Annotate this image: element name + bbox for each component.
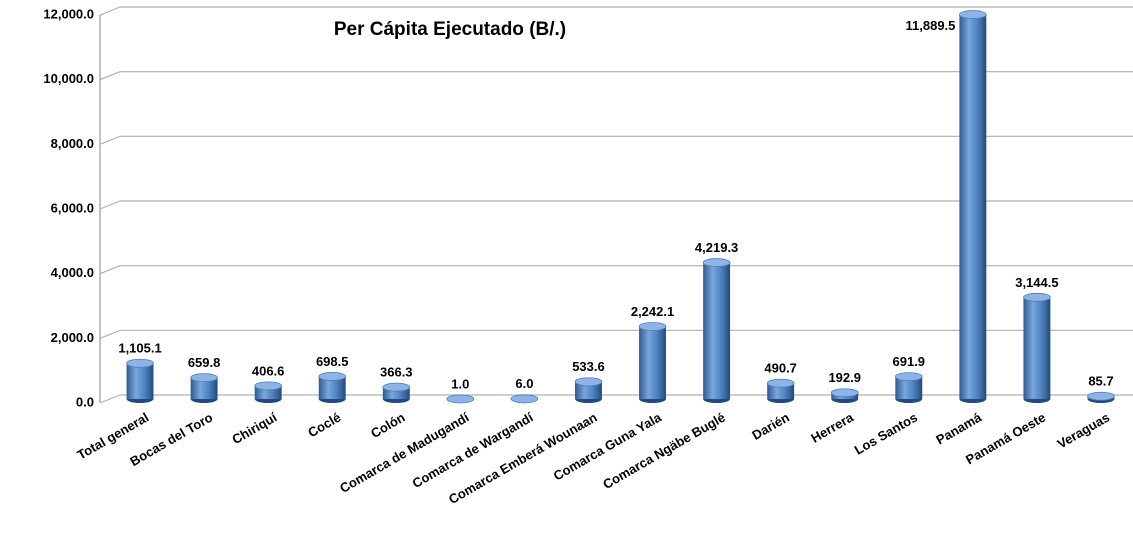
bar-top: [1023, 292, 1051, 302]
y-tick-label: 2,000.0: [51, 330, 94, 345]
x-tick-label: Los Santos: [852, 410, 920, 458]
bar-top: [190, 373, 218, 383]
grid-line: [99, 200, 121, 210]
bar: [767, 383, 795, 399]
bar-top: [702, 258, 731, 267]
bar-top: [1087, 391, 1115, 401]
grid-line: [99, 135, 121, 145]
value-label: 691.9: [893, 354, 926, 369]
bar-top: [254, 381, 283, 391]
bar-top: [766, 378, 795, 388]
y-tick-label: 4,000.0: [51, 265, 94, 280]
bar: [1023, 297, 1051, 399]
x-tick-label: Panamá: [933, 409, 984, 447]
x-tick-label: Herrera: [808, 409, 856, 446]
y-tick-label: 0.0: [76, 394, 94, 409]
x-tick-label: Veraguas: [1055, 410, 1113, 452]
value-label: 1,105.1: [118, 341, 161, 356]
grid-line: [99, 394, 121, 404]
grid-line: [99, 71, 121, 81]
grid-line: [99, 265, 121, 275]
bar-top: [830, 388, 859, 398]
x-tick-label: Coclé: [305, 410, 343, 441]
y-tick-label: 8,000.0: [51, 136, 94, 151]
y-tick-label: 10,000.0: [43, 71, 94, 86]
bar: [126, 363, 154, 399]
bar: [190, 377, 218, 399]
value-label: 11,889.5: [906, 18, 956, 33]
x-tick-label: Comarca Ngäbe Buglé: [600, 410, 728, 492]
value-label: 2,242.1: [631, 304, 674, 319]
bar-top: [958, 10, 987, 19]
bar: [318, 376, 346, 399]
value-label: 3,144.5: [1015, 275, 1058, 290]
x-tick-label: Comarca Guna Yala: [551, 409, 665, 483]
value-label: 6.0: [515, 376, 533, 391]
bar: [639, 326, 666, 399]
value-label: 490.7: [764, 361, 797, 376]
value-label: 85.7: [1088, 374, 1113, 389]
bar-top: [574, 377, 603, 387]
bar: [895, 376, 923, 399]
value-label: 659.8: [188, 355, 221, 370]
x-tick-label: Chiriquí: [229, 409, 279, 447]
y-tick-label: 6,000.0: [51, 200, 94, 215]
bar: [959, 14, 987, 399]
bar-top: [638, 322, 667, 331]
bar-top: [510, 394, 539, 404]
grid-line: [99, 6, 121, 16]
grid-line: [99, 329, 121, 339]
bar: [382, 387, 410, 399]
value-label: 533.6: [572, 359, 605, 374]
bar: [703, 262, 731, 399]
y-tick-label: 12,000.0: [43, 6, 94, 21]
x-tick-label: Colón: [368, 410, 407, 441]
bar-top: [446, 394, 475, 404]
value-label: 366.3: [380, 365, 413, 380]
bar-top: [382, 382, 411, 392]
value-label: 406.6: [252, 363, 285, 378]
value-label: 698.5: [316, 354, 349, 369]
bar-top: [126, 358, 154, 368]
value-label: 192.9: [828, 370, 861, 385]
bar-top: [318, 372, 347, 381]
bar-top: [894, 372, 923, 382]
value-label: 4,219.3: [695, 240, 738, 255]
value-label: 1.0: [451, 376, 469, 391]
chart-title: Per Cápita Ejecutado (B/.): [334, 19, 566, 40]
bar: [575, 381, 602, 399]
x-tick-label: Darién: [749, 410, 792, 443]
